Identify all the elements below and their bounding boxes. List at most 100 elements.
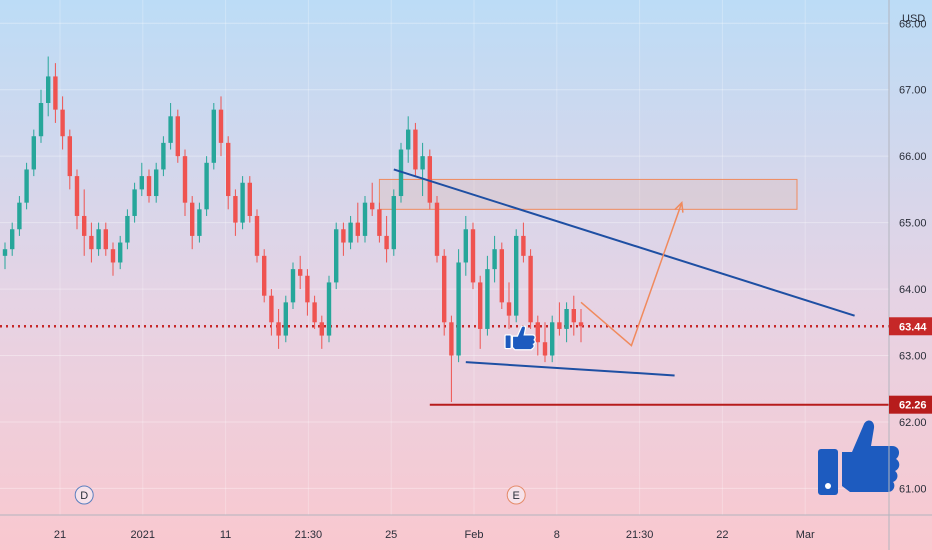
candle-body (240, 182, 245, 223)
event-marker-label: E (513, 490, 520, 502)
y-tick-label: 67.00 (899, 85, 927, 97)
x-tick-label: Mar (796, 529, 815, 541)
price-tags: 63.44 62.26 (889, 317, 932, 414)
candle-body (175, 116, 180, 157)
candle-body (449, 322, 454, 356)
x-tick-label: 8 (554, 529, 560, 541)
currency-label: USD (902, 13, 925, 25)
candle-body (370, 202, 375, 210)
candle-body (348, 222, 353, 243)
candle-body (535, 322, 540, 343)
candle-body (247, 182, 252, 216)
candle-body (528, 255, 533, 323)
candle-body (89, 235, 94, 250)
grid (0, 0, 889, 515)
x-tick-label: 21:30 (295, 529, 323, 541)
support-trendline (465, 361, 675, 377)
x-tick-label: 2021 (131, 529, 155, 541)
candle-body (262, 255, 267, 296)
candle-body (53, 76, 58, 110)
event-marker-label: D (80, 490, 88, 502)
candle-body (384, 235, 389, 250)
candle-body (67, 136, 72, 177)
candle-body (521, 235, 526, 256)
candle-body (38, 103, 44, 137)
candle-body (290, 269, 296, 303)
candle-body (103, 229, 108, 250)
candle-body (146, 176, 152, 197)
candle-body (283, 302, 288, 336)
candle-body (542, 342, 548, 356)
candle-body (492, 249, 497, 270)
y-tick-label: 63.00 (899, 351, 927, 363)
x-tick-label: 25 (385, 529, 397, 541)
projection-arrow-head (674, 201, 684, 213)
candle-body (125, 215, 130, 243)
y-tick-label: 62.00 (899, 417, 927, 429)
candle-body (118, 242, 123, 263)
candle-body (132, 189, 137, 216)
y-tick-label: 65.00 (899, 218, 927, 230)
candle-body (550, 322, 555, 356)
candle-body (334, 229, 339, 283)
thumbs-up-icon (818, 420, 900, 495)
candle-body (341, 229, 346, 243)
candle-body (24, 169, 29, 203)
projection-path (580, 202, 683, 347)
price-tag (889, 317, 932, 336)
candle-body (499, 249, 504, 303)
price-tag-label: 63.44 (899, 321, 927, 333)
y-tick-label: 68.00 (899, 18, 927, 30)
candle-body (312, 302, 317, 323)
candle-body (60, 109, 65, 137)
candle-body (506, 302, 512, 316)
candle-body (110, 249, 116, 263)
candle-body (456, 262, 461, 356)
candle-body (406, 129, 411, 150)
candle-body (204, 162, 209, 210)
x-tick-label: 21 (54, 529, 66, 541)
x-tick-label: 22 (716, 529, 728, 541)
candle-body (154, 169, 159, 197)
candle-body (46, 76, 51, 103)
candle-body (463, 229, 468, 263)
candle-body (168, 116, 173, 143)
candle-body (197, 209, 202, 236)
x-tick-label: 21:30 (626, 529, 654, 541)
candle-body (233, 196, 238, 223)
candle-body (74, 176, 80, 216)
candle-body (254, 215, 260, 256)
candle-body (514, 235, 519, 316)
candle-body (478, 282, 483, 329)
price-tag (889, 395, 932, 414)
candle-body (218, 109, 224, 143)
candle-body (2, 249, 8, 256)
candle-body (190, 202, 195, 236)
candle-body (10, 229, 15, 250)
y-tick-label: 66.00 (899, 151, 927, 163)
candle-body (326, 282, 332, 336)
candle-body (578, 322, 584, 327)
candle-body (362, 202, 368, 236)
event-marker (506, 485, 526, 505)
candle-body (161, 142, 166, 170)
candle-body (391, 196, 396, 250)
candle-body (442, 255, 447, 323)
candle-body (557, 322, 562, 329)
candle-body (211, 109, 216, 163)
candle-body (319, 322, 324, 336)
candle-body (420, 156, 425, 170)
candle-body (571, 309, 576, 323)
x-tick-label: Feb (465, 529, 484, 541)
candle-body (470, 229, 476, 283)
candle-body (276, 322, 281, 336)
candles (2, 56, 584, 403)
x-tick-label: 11 (220, 529, 231, 541)
candle-body (31, 136, 36, 170)
price-tag-label: 62.26 (899, 400, 927, 412)
candle-body (413, 129, 418, 170)
